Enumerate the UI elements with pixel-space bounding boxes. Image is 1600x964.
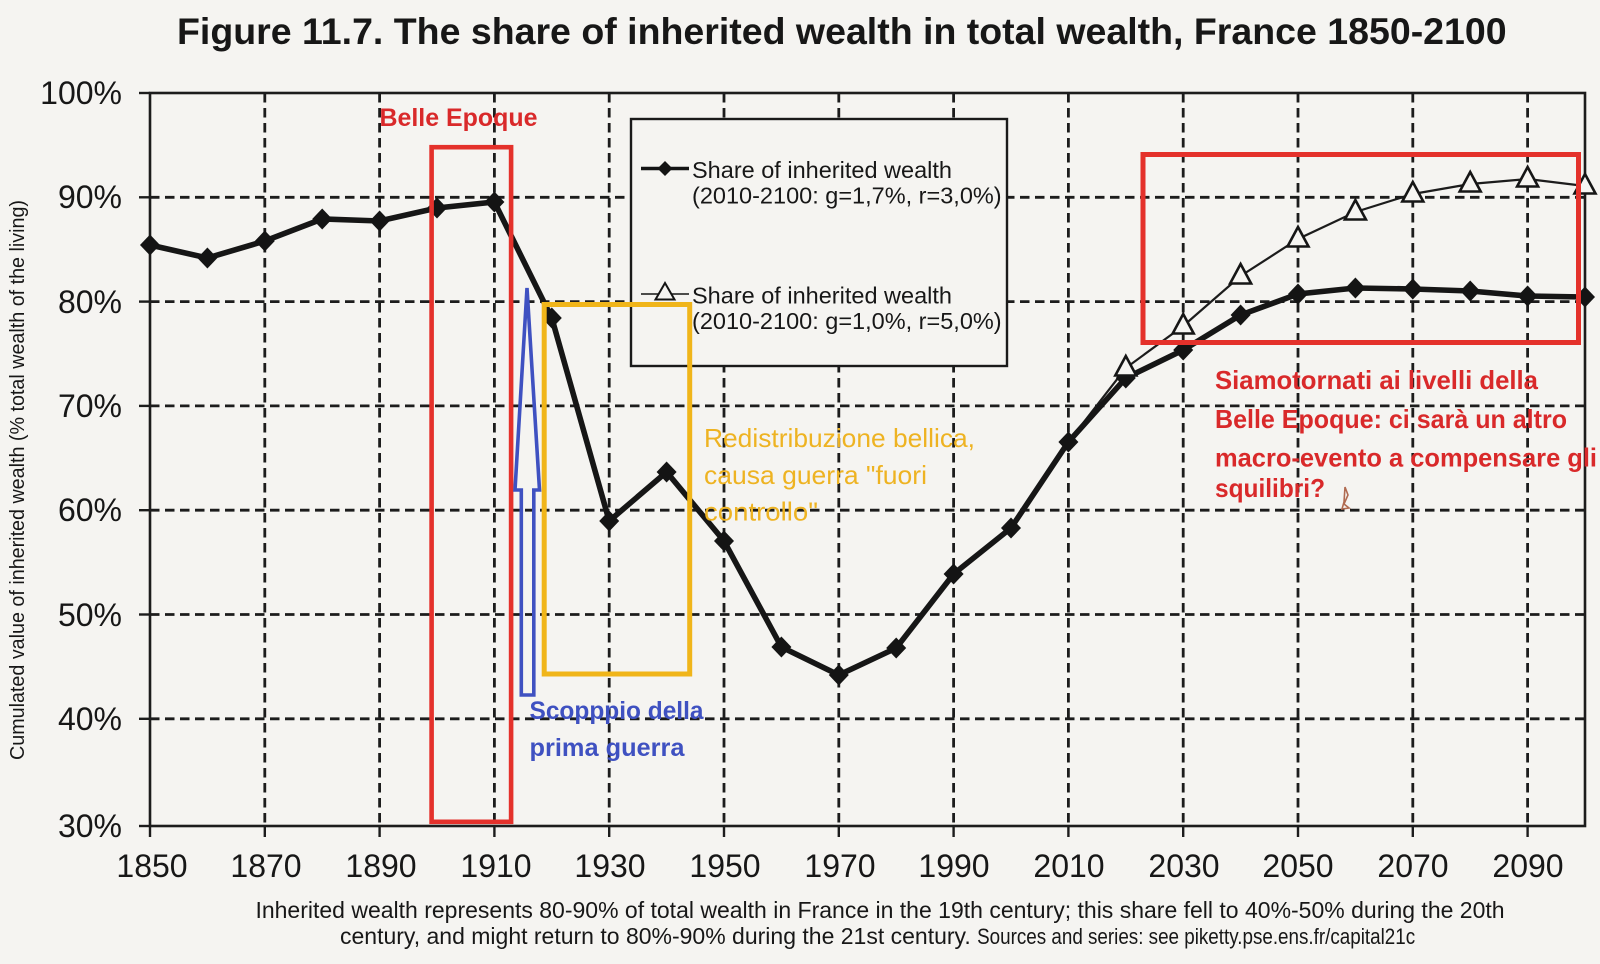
svg-text:1850: 1850 xyxy=(116,848,187,884)
svg-text:Share of inherited wealth: Share of inherited wealth xyxy=(692,283,952,309)
svg-text:2070: 2070 xyxy=(1377,848,1448,884)
svg-text:squilibri?: squilibri? xyxy=(1215,473,1325,503)
svg-text:1910: 1910 xyxy=(460,848,531,884)
svg-text:40%: 40% xyxy=(58,701,122,737)
svg-text:100%: 100% xyxy=(40,75,122,111)
svg-text:80%: 80% xyxy=(58,284,122,320)
svg-text:70%: 70% xyxy=(58,388,122,424)
svg-text:Redistribuzione bellica,: Redistribuzione bellica, xyxy=(704,423,975,453)
svg-text:1930: 1930 xyxy=(574,848,645,884)
svg-text:Scopppio della: Scopppio della xyxy=(530,697,705,725)
svg-text:Share of inherited wealth: Share of inherited wealth xyxy=(692,157,952,183)
svg-text:1990: 1990 xyxy=(918,848,989,884)
svg-text:1890: 1890 xyxy=(345,848,416,884)
svg-text:1870: 1870 xyxy=(230,848,301,884)
svg-text:Belle Epoque: Belle Epoque xyxy=(380,104,538,132)
svg-text:Figure 11.7. The share of inhe: Figure 11.7. The share of inherited weal… xyxy=(177,10,1507,52)
svg-text:causa guerra "fuori: causa guerra "fuori xyxy=(704,460,927,490)
svg-text:2050: 2050 xyxy=(1262,848,1333,884)
svg-text:1950: 1950 xyxy=(689,848,760,884)
svg-text:century, and might return to 8: century, and might return to 80%-90% dur… xyxy=(340,923,1415,949)
svg-text:90%: 90% xyxy=(58,179,122,215)
svg-text:60%: 60% xyxy=(58,492,122,528)
svg-text:2030: 2030 xyxy=(1148,848,1219,884)
svg-text:30%: 30% xyxy=(58,808,122,844)
svg-text:(2010-2100: g=1,0%, r=5,0%): (2010-2100: g=1,0%, r=5,0%) xyxy=(692,308,1002,334)
svg-text:Cumulated value of inherited w: Cumulated value of inherited wealth (% t… xyxy=(7,200,29,760)
svg-text:Inherited wealth represents 80: Inherited wealth represents 80-90% of to… xyxy=(255,897,1504,923)
svg-text:controllo": controllo" xyxy=(704,497,818,527)
svg-text:Belle Epoque: ci sarà un altro: Belle Epoque: ci sarà un altro xyxy=(1215,404,1567,434)
svg-text:1970: 1970 xyxy=(804,848,875,884)
svg-text:prima guerra: prima guerra xyxy=(530,734,686,762)
svg-text:50%: 50% xyxy=(58,597,122,633)
svg-text:2010: 2010 xyxy=(1033,848,1104,884)
svg-text:macro-evento a compensare gli: macro-evento a compensare gli xyxy=(1215,443,1597,473)
svg-text:(2010-2100: g=1,7%, r=3,0%): (2010-2100: g=1,7%, r=3,0%) xyxy=(692,183,1002,209)
svg-text:Siamotornati ai livelli della: Siamotornati ai livelli della xyxy=(1215,365,1539,395)
svg-text:2090: 2090 xyxy=(1492,848,1563,884)
